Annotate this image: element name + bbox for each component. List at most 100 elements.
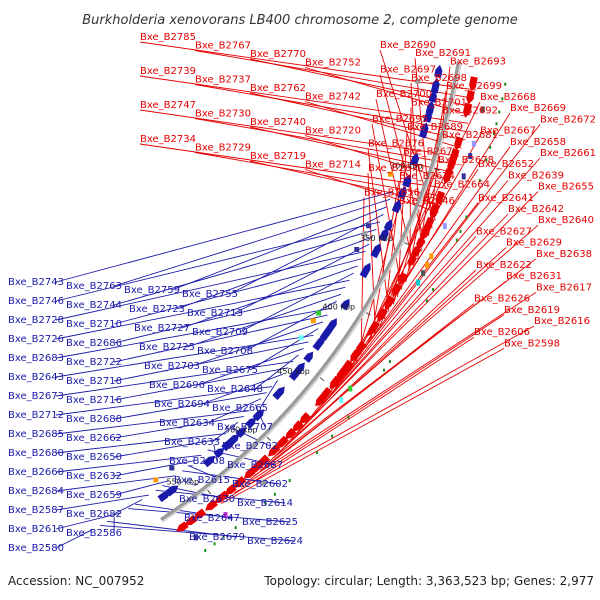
reverse-gene-label: Bxe_B2744 (66, 300, 122, 311)
forward-gene-label: Bxe_B2664 (434, 179, 490, 190)
reverse-callout-line (55, 361, 294, 397)
forward-gene-label: Bxe_B2672 (540, 114, 596, 125)
reverse-gene-label: Bxe_B2648 (207, 384, 263, 395)
forward-callout-line (249, 92, 464, 141)
reverse-gene-label: Bxe_B2615 (174, 475, 230, 486)
forward-gene-arrow (469, 76, 478, 92)
forward-gene-label: Bxe_B2747 (140, 100, 196, 111)
reverse-gene-label: Bxe_B2687 (227, 460, 283, 471)
forward-gene-label: Bxe_B2752 (305, 58, 361, 69)
reverse-gene-label: Bxe_B2633 (164, 437, 220, 448)
forward-callout-line (371, 123, 403, 290)
backbone-ring (160, 61, 462, 523)
reverse-gene-arrow (434, 64, 443, 78)
reverse-callout-line (113, 367, 289, 401)
gc-content-block (480, 106, 485, 113)
forward-gene-arrow (329, 375, 342, 390)
forward-callout-line (367, 148, 390, 312)
reverse-callout-line (113, 286, 346, 344)
forward-gene-label: Bxe_B2629 (506, 238, 562, 249)
forward-gene-label: Bxe_B2639 (508, 170, 564, 181)
reverse-callout-line (113, 258, 362, 325)
reverse-gene-label: Bxe_B2726 (8, 334, 64, 345)
forward-gene-label: Bxe_B2695 (372, 114, 428, 125)
reverse-gene-label: Bxe_B2702 (222, 441, 278, 452)
reverse-callout-line (128, 508, 291, 523)
gc-content-block (261, 479, 266, 486)
kbp-tick-label: 450 kbp (277, 367, 310, 376)
orf-marker (489, 145, 492, 149)
reverse-gene-label: Bxe_B2614 (237, 498, 293, 509)
reverse-callout-line (55, 221, 381, 302)
orf-marker (316, 451, 319, 455)
forward-gene-label: Bxe_B2714 (305, 160, 361, 171)
reverse-gene-label: Bxe_B2718 (66, 376, 122, 387)
orf-marker (264, 501, 267, 505)
orf-marker (498, 110, 501, 114)
rna-feature (362, 231, 368, 237)
reverse-callout-line (113, 438, 221, 458)
forward-callout-line (220, 348, 505, 505)
gc-content-block (193, 534, 198, 541)
forward-gene-label: Bxe_B2669 (510, 103, 566, 114)
forward-gene-label: Bxe_B2678 (438, 155, 494, 166)
reverse-callout-line (171, 206, 387, 291)
orf-marker (388, 360, 391, 364)
forward-gene-arrow (407, 255, 418, 268)
forward-gene-arrow (176, 521, 189, 532)
forward-gene-label: Bxe_B2677 (403, 147, 459, 158)
forward-gene-label: Bxe_B2742 (305, 92, 361, 103)
reverse-gene-label: Bxe_B2755 (182, 289, 238, 300)
rna-feature (354, 247, 360, 253)
chromosome-backbone (160, 61, 462, 523)
forward-gene-arrow (292, 420, 304, 432)
rna-feature (310, 318, 316, 324)
reverse-gene-arrow (409, 152, 420, 167)
orf-marker (222, 535, 225, 539)
forward-gene-label: Bxe_B2734 (140, 134, 196, 145)
backbone-highlight (161, 61, 462, 523)
orf-marker (492, 132, 495, 136)
orf-marker (347, 415, 350, 419)
orf-marker (382, 368, 385, 372)
forward-callout-line (240, 314, 505, 488)
reverse-gene-label: Bxe_B2703 (144, 361, 200, 372)
forward-gene-label: Bxe_B2690 (380, 40, 436, 51)
reverse-gene-arrow (430, 78, 440, 94)
forward-gene-label: Bxe_B2661 (540, 148, 596, 159)
forward-gene-arrow (454, 136, 464, 151)
forward-gene-arrow (420, 225, 432, 241)
forward-gene-arrow (429, 203, 441, 220)
forward-gene-label: Bxe_B2668 (480, 92, 536, 103)
gene-features (153, 64, 507, 553)
reverse-callout-line (113, 392, 267, 420)
forward-gene-label: Bxe_B2638 (536, 249, 592, 260)
forward-callout-line (324, 157, 541, 403)
reverse-gene-arrow (402, 174, 412, 188)
forward-gene-arrow (315, 393, 327, 407)
forward-gene-arrow (336, 367, 348, 381)
kbp-tick-label: 300 kbp (390, 161, 423, 170)
forward-gene-arrow (447, 157, 457, 173)
reverse-callout-line (55, 529, 93, 549)
reverse-callout-line (196, 348, 304, 386)
reverse-callout-line (113, 499, 143, 515)
gc-content-block (429, 253, 434, 260)
forward-callout-line (227, 336, 475, 499)
reverse-gene-label: Bxe_B2727 (134, 323, 190, 334)
reverse-callout-line (113, 460, 196, 477)
orf-marker (455, 238, 458, 242)
map-title: Burkholderia xenovorans LB400 chromosome… (82, 13, 518, 28)
reverse-callout-line (55, 410, 250, 435)
forward-gene-label: Bxe_B2693 (450, 56, 506, 67)
forward-gene-label: Bxe_B2720 (305, 126, 361, 137)
forward-gene-arrow (368, 320, 381, 336)
reverse-gene-label: Bxe_B2759 (124, 285, 180, 296)
reverse-gene-label: Bxe_B2716 (66, 395, 122, 406)
orf-marker (504, 82, 507, 86)
reverse-gene-label: Bxe_B2712 (8, 410, 64, 421)
forward-gene-arrow (194, 508, 207, 519)
forward-gene-arrow (355, 340, 367, 355)
forward-callout-line (253, 292, 537, 477)
